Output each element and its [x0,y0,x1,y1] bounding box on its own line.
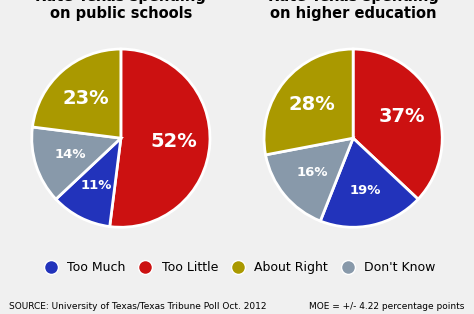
Wedge shape [353,49,442,199]
Wedge shape [56,138,121,227]
Wedge shape [264,49,353,155]
Text: 52%: 52% [151,132,198,151]
Wedge shape [109,49,210,227]
Legend: Too Much, Too Little, About Right, Don't Know: Too Much, Too Little, About Right, Don't… [33,257,441,279]
Text: 14%: 14% [54,148,86,161]
Text: 28%: 28% [289,95,335,114]
Wedge shape [265,138,353,221]
Text: 19%: 19% [349,184,381,197]
Text: MOE = +/- 4.22 percentage points: MOE = +/- 4.22 percentage points [309,302,465,311]
Text: 37%: 37% [379,107,426,127]
Text: 23%: 23% [62,89,109,108]
Wedge shape [32,49,121,138]
Wedge shape [32,127,121,199]
Title: Rate Texas spending
on public schools: Rate Texas spending on public schools [36,0,206,21]
Title: Rate Texas spending
on higher education: Rate Texas spending on higher education [268,0,438,21]
Text: SOURCE: University of Texas/Texas Tribune Poll Oct. 2012: SOURCE: University of Texas/Texas Tribun… [9,302,267,311]
Text: 11%: 11% [81,179,112,192]
Wedge shape [320,138,418,227]
Text: 16%: 16% [296,166,328,179]
